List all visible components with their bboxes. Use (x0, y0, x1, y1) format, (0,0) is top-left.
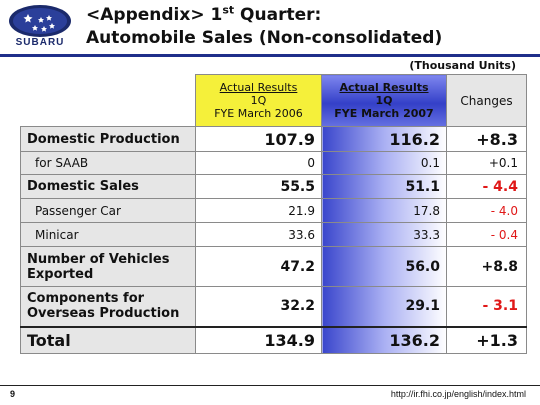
value-fye2007: 51.1 (321, 174, 447, 199)
value-change: +8.8 (446, 246, 527, 287)
row-label: Domestic Sales (20, 174, 196, 199)
subaru-logo (8, 4, 72, 48)
row-label: for SAAB (20, 151, 196, 175)
header-divider (0, 54, 540, 57)
row-label: Domestic Production (20, 126, 196, 152)
page-title: <Appendix> 1st Quarter: Automobile Sales… (86, 3, 443, 48)
header-changes: Changes (446, 74, 527, 127)
value-change: - 0.4 (446, 222, 527, 247)
header-row: Actual Results 1Q FYE March 2006 Actual … (21, 74, 527, 127)
row-label: Total (20, 326, 196, 354)
value-change: - 4.0 (446, 198, 527, 223)
row-label: Passenger Car (20, 198, 196, 223)
table-row: Domestic Production 107.9 116.2 +8.3 (20, 126, 527, 152)
table-row-total: Total 134.9 136.2 +1.3 (20, 326, 527, 354)
value-change: +0.1 (446, 151, 527, 175)
value-fye2007: 33.3 (321, 222, 447, 247)
value-fye2006: 47.2 (195, 246, 322, 287)
header-empty-cell (21, 75, 196, 127)
page-number: 9 (10, 389, 16, 399)
value-fye2006: 107.9 (195, 126, 322, 152)
row-label: Number of Vehicles Exported (20, 246, 196, 287)
value-fye2007: 0.1 (321, 151, 447, 175)
table-row: Passenger Car 21.9 17.8 - 4.0 (20, 198, 527, 223)
value-fye2006: 32.2 (195, 286, 322, 328)
table-row: Components for Overseas Production 32.2 2… (20, 286, 527, 328)
value-fye2006: 55.5 (195, 174, 322, 199)
unit-label: (Thousand Units) (409, 59, 516, 72)
value-change: +8.3 (446, 126, 527, 152)
row-label: Components for Overseas Production (20, 286, 196, 328)
value-fye2006: 21.9 (195, 198, 322, 223)
row-label: Minicar (20, 222, 196, 247)
value-change: - 3.1 (446, 286, 527, 328)
value-change: +1.3 (446, 326, 527, 354)
table-row: Number of Vehicles Exported 47.2 56.0 +8.… (20, 246, 527, 287)
value-fye2007: 17.8 (321, 198, 447, 223)
footer-divider (0, 385, 540, 386)
value-fye2006: 0 (195, 151, 322, 175)
footer-url: http://ir.fhi.co.jp/english/index.html (390, 389, 526, 399)
value-fye2006: 33.6 (195, 222, 322, 247)
sales-table: Actual Results 1Q FYE March 2006 Actual … (20, 74, 527, 354)
brand-name: SUBARU (15, 37, 65, 48)
header-fye2006: Actual Results 1Q FYE March 2006 (195, 74, 322, 127)
value-fye2007: 116.2 (321, 126, 447, 152)
header-fye2007: Actual Results 1Q FYE March 2007 (321, 74, 447, 127)
table-row: Minicar 33.6 33.3 - 0.4 (20, 222, 527, 247)
value-fye2006: 134.9 (195, 326, 322, 354)
value-change: - 4.4 (446, 174, 527, 199)
table-row: for SAAB 0 0.1 +0.1 (20, 151, 527, 175)
table-row: Domestic Sales 55.5 51.1 - 4.4 (20, 174, 527, 199)
value-fye2007: 56.0 (321, 246, 447, 287)
value-fye2007: 136.2 (321, 326, 447, 354)
value-fye2007: 29.1 (321, 286, 447, 328)
